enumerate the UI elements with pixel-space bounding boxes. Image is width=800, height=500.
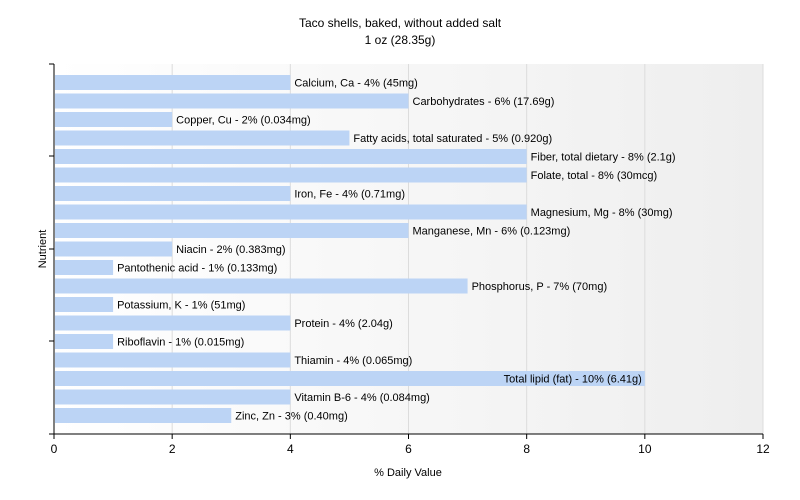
gridlines [171, 64, 764, 434]
bar [55, 408, 232, 423]
bar-label: Phosphorus, P - 7% (70mg) [472, 281, 608, 293]
x-axis-label: % Daily Value [374, 467, 442, 479]
bar-label: Carbohydrates - 6% (17.69g) [413, 96, 555, 108]
x-tick-label: 4 [287, 442, 294, 456]
bar-label: Calcium, Ca - 4% (45mg) [294, 78, 417, 90]
bar [55, 278, 468, 294]
bar [55, 130, 350, 146]
bar-label: Protein - 4% (2.04g) [294, 318, 392, 330]
x-tick-label: 12 [756, 442, 770, 456]
bar-label: Fiber, total dietary - 8% (2.1g) [531, 152, 676, 164]
bar [55, 260, 114, 275]
bar [55, 371, 645, 386]
chart-title: Taco shells, baked, without added salt [299, 16, 502, 30]
bar-label: Thiamin - 4% (0.065mg) [294, 355, 412, 367]
bar [55, 334, 114, 349]
bar-label: Fatty acids, total saturated - 5% (0.920… [353, 133, 552, 145]
bar-label: Pantothenic acid - 1% (0.133mg) [117, 263, 277, 275]
bar-label: Iron, Fe - 4% (0.71mg) [294, 189, 405, 201]
bar-label: Total lipid (fat) - 10% (6.41g) [504, 374, 642, 386]
bar [55, 297, 114, 312]
bars [55, 75, 645, 423]
x-tick-label: 0 [51, 442, 58, 456]
x-ticks: 0 2 4 6 8 10 12 [51, 434, 770, 456]
bar-label: Riboflavin - 1% (0.015mg) [117, 337, 244, 349]
x-tick-label: 10 [638, 442, 652, 456]
chart-subtitle: 1 oz (28.35g) [365, 33, 436, 47]
bar [55, 204, 527, 220]
bar [55, 75, 291, 90]
y-axis-label: Nutrient [37, 230, 49, 269]
bar [55, 93, 409, 109]
bar [55, 352, 291, 368]
bar-label: Copper, Cu - 2% (0.034mg) [176, 115, 311, 127]
x-tick-label: 8 [523, 442, 530, 456]
bar-label: Magnesium, Mg - 8% (30mg) [531, 207, 673, 219]
bar-label: Zinc, Zn - 3% (0.40mg) [235, 411, 347, 423]
bar [55, 241, 173, 257]
bar-label: Potassium, K - 1% (51mg) [117, 300, 245, 312]
bar-label: Manganese, Mn - 6% (0.123mg) [413, 226, 571, 238]
bar-label: Folate, total - 8% (30mcg) [531, 170, 658, 182]
bar-label: Niacin - 2% (0.383mg) [176, 244, 285, 256]
bar [55, 112, 173, 127]
x-tick-label: 6 [405, 442, 412, 456]
bar [55, 167, 527, 183]
bar [55, 186, 291, 201]
bar-labels: Calcium, Ca - 4% (45mg) Carbohydrates - 6… [117, 78, 675, 423]
x-tick-label: 2 [169, 442, 176, 456]
y-ticks [49, 63, 54, 435]
bar [55, 149, 527, 164]
bar [55, 389, 291, 405]
bar-label: Vitamin B-6 - 4% (0.084mg) [294, 392, 430, 404]
bar [55, 315, 291, 331]
bar [55, 223, 409, 238]
